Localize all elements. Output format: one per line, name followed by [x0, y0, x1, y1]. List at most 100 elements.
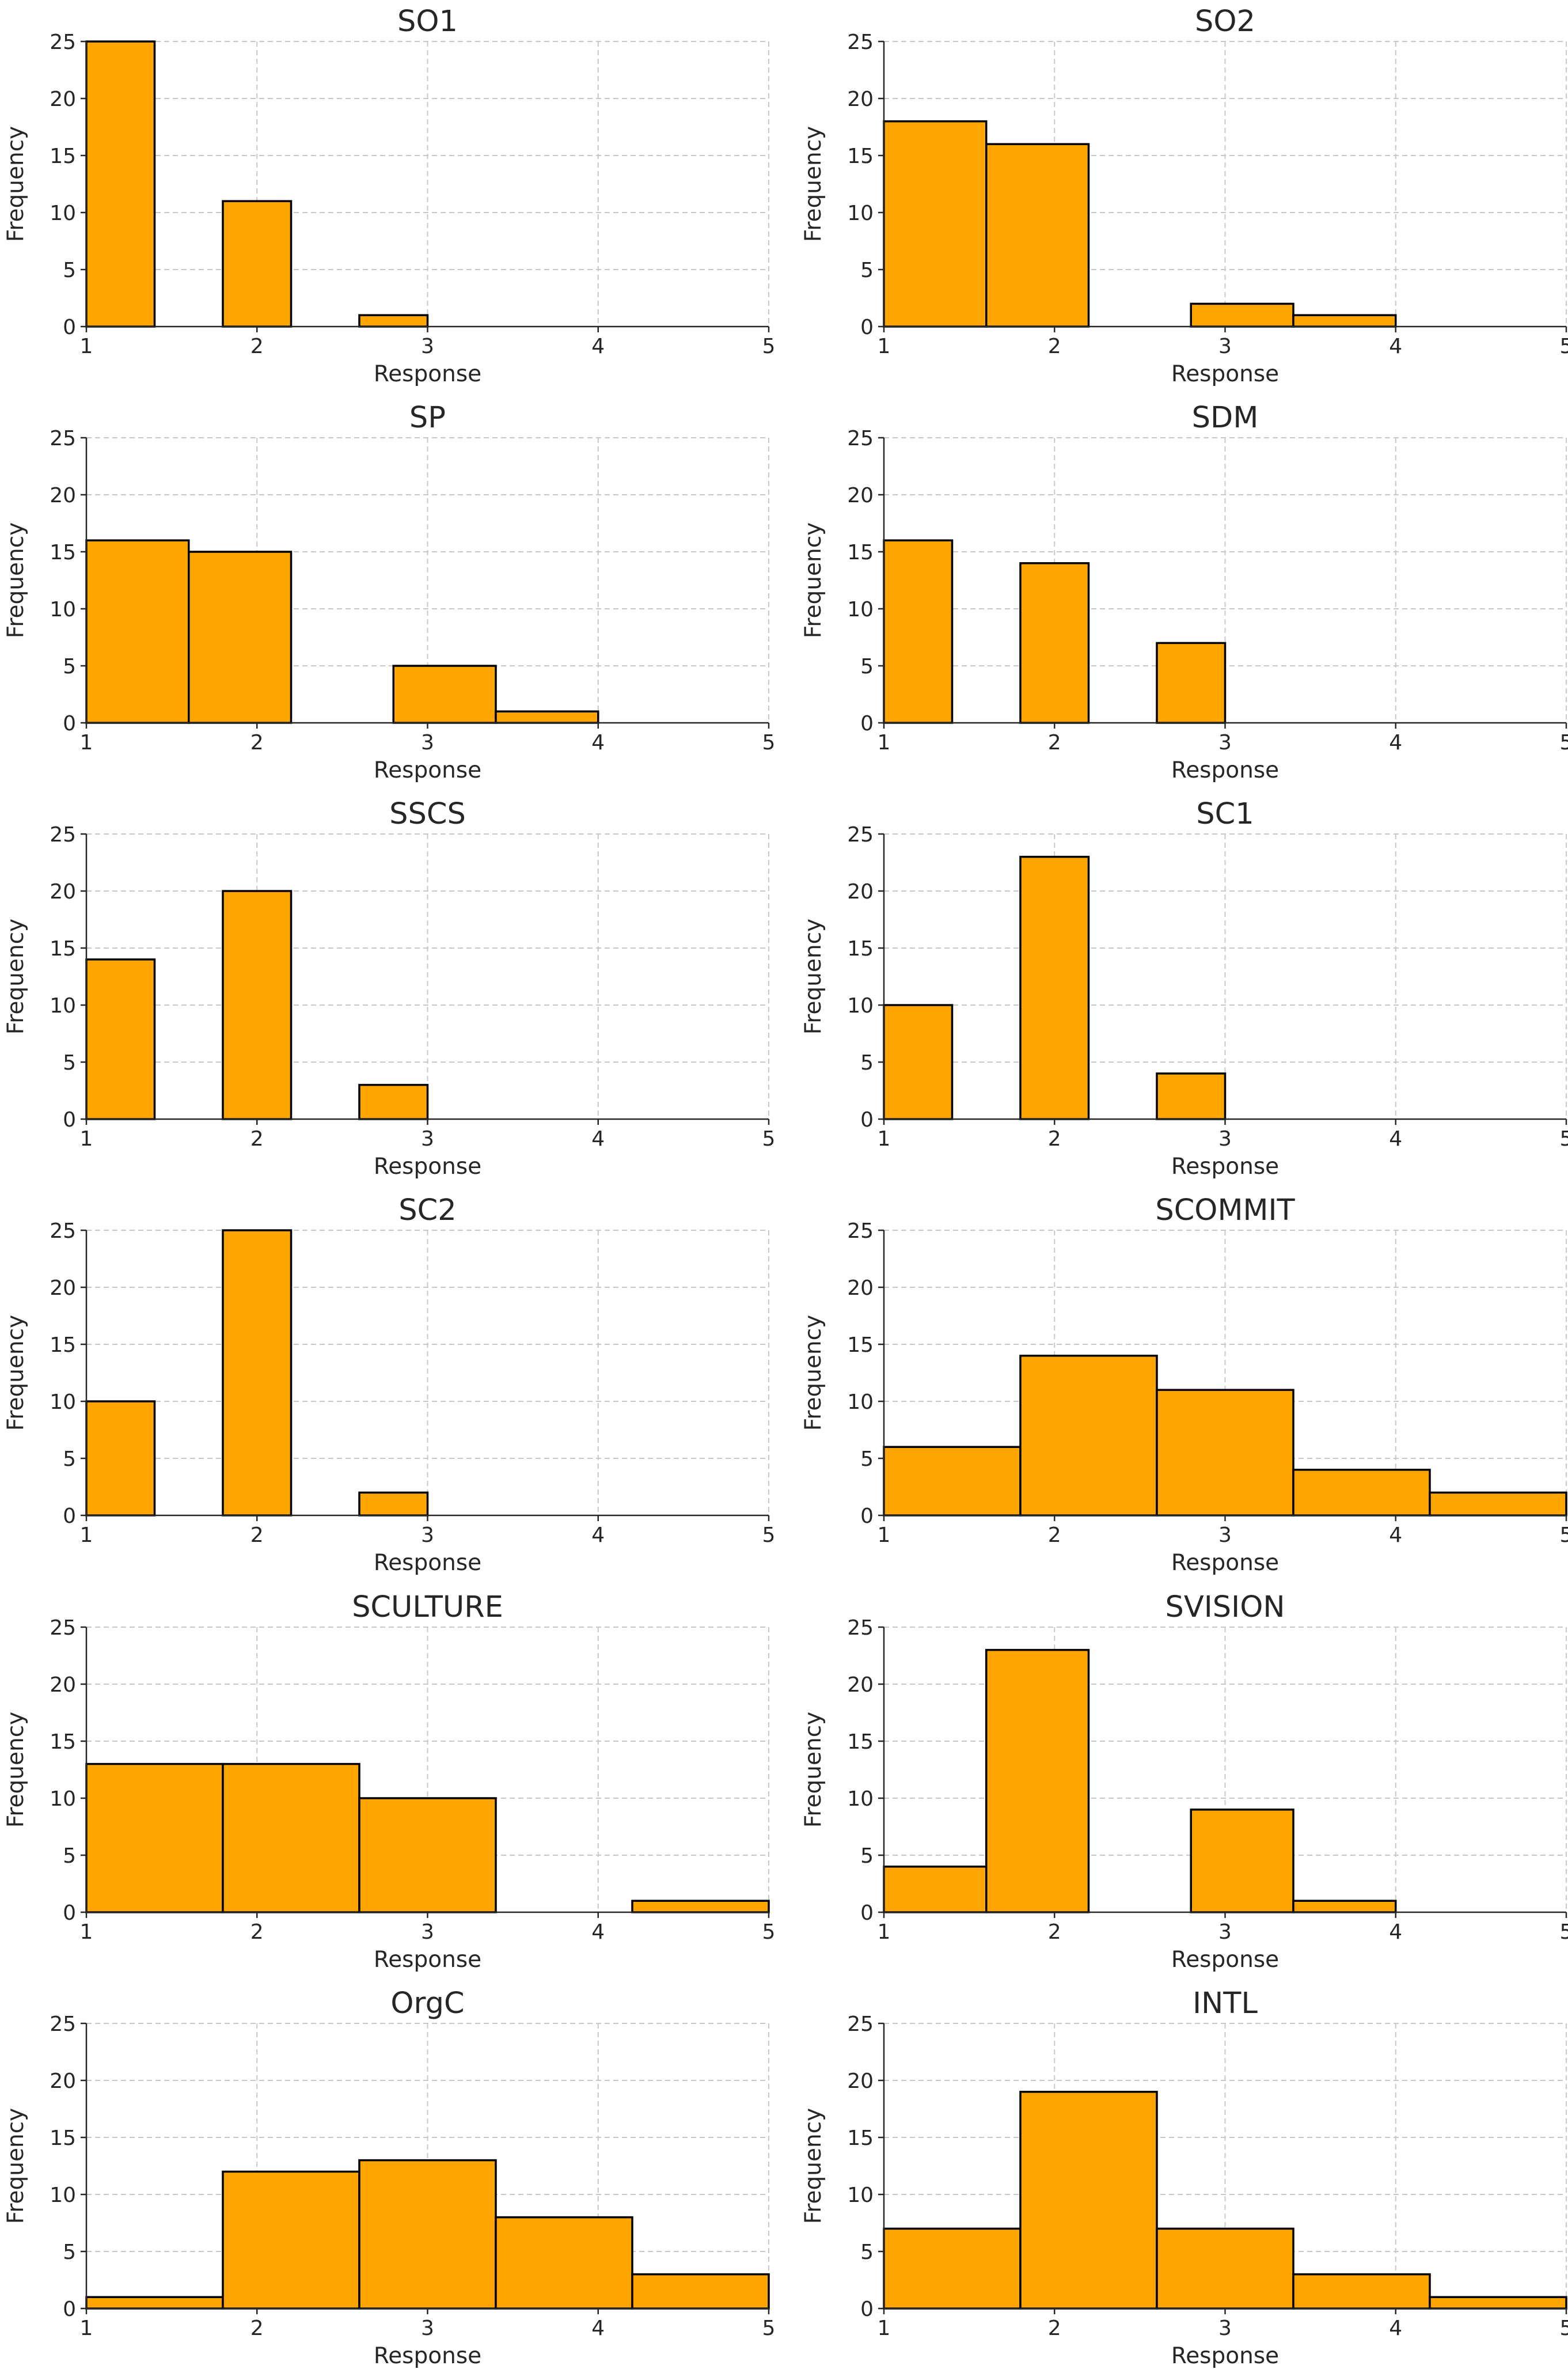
x-axis-label: Response — [1171, 361, 1279, 387]
histogram-bar — [358, 1083, 429, 1120]
y-tick-label: 20 — [50, 1673, 76, 1697]
histogram-bar — [85, 1400, 156, 1517]
x-tick-label: 2 — [1048, 2317, 1061, 2340]
x-tick-label: 5 — [1560, 2317, 1568, 2340]
x-tick-label: 2 — [1048, 1127, 1061, 1151]
y-tick-label: 20 — [50, 2069, 76, 2093]
x-axis-label: Response — [1171, 1947, 1279, 1973]
x-tick-label: 4 — [591, 731, 605, 755]
x-tick-label: 1 — [878, 1920, 891, 1944]
histogram-panel-orgc: 1 2 3 4 5 0 5 10 15 20 25 OrgC Response Frequency — [3, 1987, 775, 2369]
x-tick-label: 4 — [1389, 1523, 1402, 1547]
histogram-bar — [85, 2296, 224, 2310]
histogram-bar — [883, 1866, 988, 1913]
histogram-bar — [1292, 1900, 1397, 1913]
x-tick-label: 5 — [1560, 1127, 1568, 1151]
y-tick-label: 15 — [50, 2126, 76, 2150]
histogram-panel-intl: 1 2 3 4 5 0 5 10 15 20 25 INTL Response Frequency — [800, 1987, 1568, 2369]
y-tick-label: 10 — [50, 202, 76, 225]
histogram-bar — [85, 539, 190, 724]
histogram-bar — [1429, 2296, 1567, 2310]
histogram-panel-so2: 1 2 3 4 5 0 5 10 15 20 25 SO2 Response Frequency — [800, 5, 1568, 387]
x-tick-label: 3 — [1218, 1920, 1232, 1944]
y-tick-label: 10 — [847, 994, 874, 1018]
y-tick-label: 25 — [50, 1616, 76, 1640]
histogram-bar — [222, 200, 293, 328]
x-tick-label: 3 — [1218, 1523, 1232, 1547]
x-tick-label: 5 — [1560, 335, 1568, 358]
x-tick-label: 1 — [80, 1523, 93, 1547]
x-tick-label: 3 — [421, 731, 434, 755]
x-axis-label: Response — [374, 1550, 481, 1576]
y-tick-label: 15 — [50, 145, 76, 168]
histogram-bar — [1156, 2227, 1294, 2310]
y-axis-label: Frequency — [800, 522, 826, 638]
histogram-bar — [358, 1491, 429, 1517]
y-tick-label: 20 — [847, 88, 874, 111]
x-tick-label: 2 — [250, 1523, 264, 1547]
y-axis-label: Frequency — [800, 919, 826, 1034]
x-tick-label: 5 — [1560, 1523, 1568, 1547]
x-tick-label: 2 — [1048, 1920, 1061, 1944]
histogram-bar — [85, 1762, 224, 1913]
histogram-bar — [222, 2170, 360, 2310]
y-tick-label: 10 — [847, 1390, 874, 1414]
histogram-bar — [1019, 855, 1090, 1120]
y-tick-label: 15 — [50, 937, 76, 961]
histogram-bar — [1292, 2273, 1431, 2310]
y-tick-label: 5 — [63, 2241, 76, 2264]
y-tick-label: 15 — [50, 1333, 76, 1357]
x-axis-label: Response — [1171, 757, 1279, 783]
x-tick-label: 3 — [421, 335, 434, 358]
histogram-bar — [358, 2159, 497, 2310]
y-tick-label: 10 — [847, 1787, 874, 1811]
y-tick-label: 5 — [63, 1844, 76, 1868]
x-tick-label: 5 — [1560, 1920, 1568, 1944]
x-tick-label: 3 — [421, 1127, 434, 1151]
y-axis-label: Frequency — [800, 126, 826, 242]
histogram-bar — [495, 710, 599, 724]
y-tick-label: 15 — [50, 1730, 76, 1754]
histogram-bar — [883, 1446, 1022, 1517]
histogram-bar — [392, 665, 497, 724]
y-tick-label: 5 — [860, 259, 874, 282]
chart-title: SC1 — [1196, 797, 1254, 831]
x-tick-label: 4 — [591, 1523, 605, 1547]
histogram-bar — [1156, 1389, 1294, 1517]
y-tick-label: 15 — [847, 1730, 874, 1754]
y-axis-label: Frequency — [3, 1315, 29, 1431]
x-tick-label: 5 — [762, 1523, 776, 1547]
x-tick-label: 2 — [1048, 335, 1061, 358]
y-tick-label: 10 — [847, 598, 874, 621]
x-tick-label: 1 — [878, 335, 891, 358]
histogram-bar — [85, 40, 156, 328]
y-tick-label: 20 — [847, 880, 874, 904]
x-tick-label: 1 — [878, 731, 891, 755]
y-tick-label: 0 — [860, 1108, 874, 1132]
x-tick-label: 4 — [1389, 1920, 1402, 1944]
x-tick-label: 4 — [1389, 335, 1402, 358]
y-tick-label: 25 — [50, 2012, 76, 2036]
y-axis-label: Frequency — [3, 919, 29, 1034]
histogram-bar — [883, 539, 954, 724]
y-tick-label: 0 — [63, 712, 76, 736]
x-axis-label: Response — [374, 1154, 481, 1180]
y-tick-label: 20 — [847, 1276, 874, 1300]
histogram-panel-sp: 1 2 3 4 5 0 5 10 15 20 25 SP Response Frequency — [3, 401, 775, 783]
y-tick-label: 20 — [847, 484, 874, 507]
y-tick-label: 10 — [50, 994, 76, 1018]
x-tick-label: 4 — [591, 2317, 605, 2340]
y-tick-label: 0 — [63, 1504, 76, 1528]
y-tick-label: 15 — [847, 541, 874, 564]
y-tick-label: 10 — [50, 2184, 76, 2207]
x-tick-label: 5 — [762, 731, 776, 755]
y-tick-label: 5 — [860, 1844, 874, 1868]
y-tick-label: 25 — [847, 823, 874, 847]
y-axis-label: Frequency — [3, 126, 29, 242]
histogram-bar — [1429, 1491, 1567, 1517]
histogram-bar — [1292, 314, 1397, 328]
histogram-bar — [1190, 1809, 1294, 1913]
y-tick-label: 25 — [50, 31, 76, 54]
y-tick-label: 5 — [63, 1051, 76, 1075]
